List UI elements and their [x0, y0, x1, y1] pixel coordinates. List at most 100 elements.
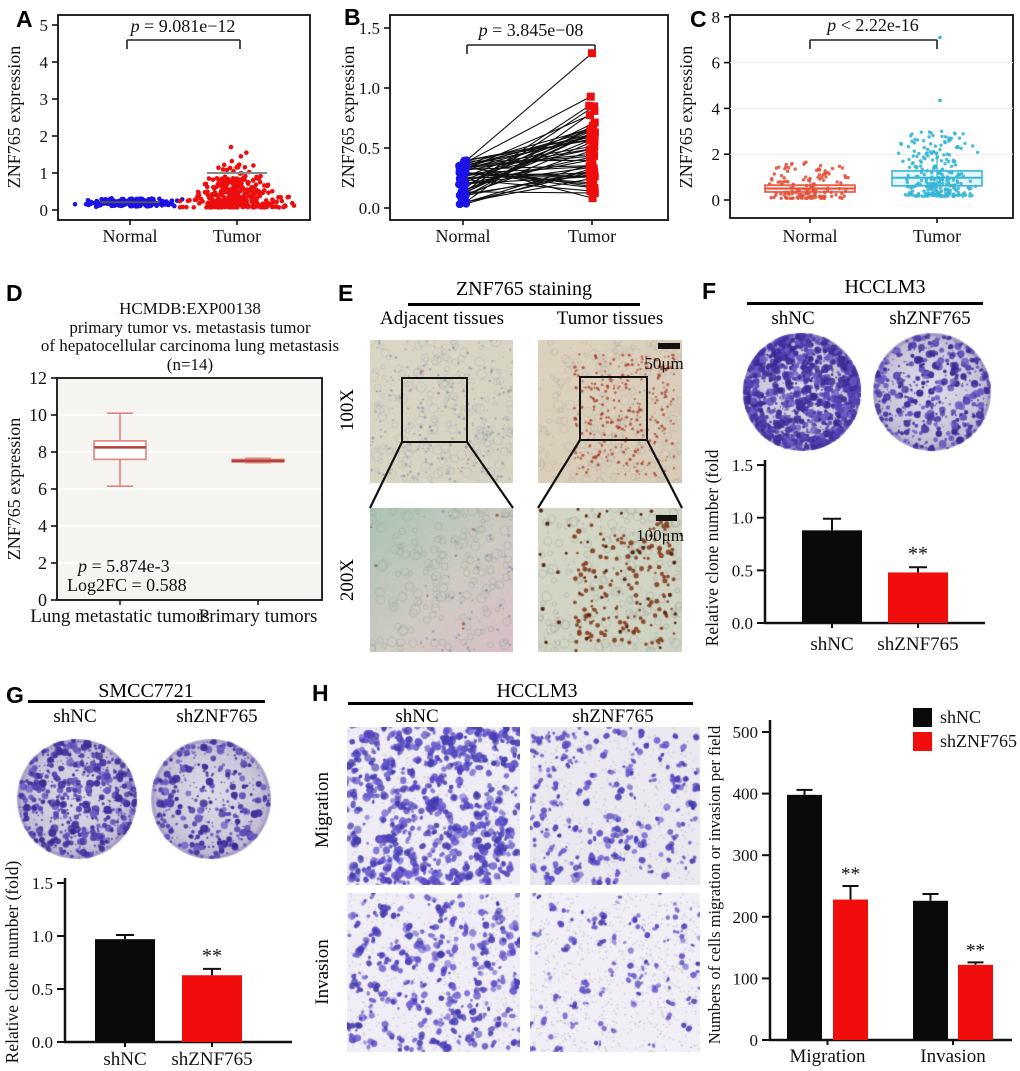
panel-label-a: A: [16, 6, 33, 32]
svg-text:Tumor: Tumor: [213, 226, 261, 246]
box-jitter-svg: 0 2 4 6 8 ZNF765 expression Normal Tumor p < 2.2…: [680, 8, 1014, 246]
svg-text:Normal: Normal: [436, 226, 491, 246]
panel-h-row-migration: Migration: [312, 772, 333, 848]
svg-text:p = 9.081e−12: p = 9.081e−12: [129, 16, 236, 36]
svg-text:Normal: Normal: [103, 226, 158, 246]
panel-label-g: G: [6, 682, 24, 708]
panel-h-title: HCCLM3: [496, 680, 578, 702]
svg-text:6: 6: [712, 54, 721, 73]
panel-h-col-shznf765: shZNF765: [572, 706, 654, 727]
svg-text:ZNF765 expression: ZNF765 expression: [4, 46, 24, 189]
svg-text:shNC: shNC: [940, 707, 981, 727]
panel-g-colony: SMCC7721 shNC shZNF765 0.0 0.5 1.0 1.5 Relat…: [0, 680, 310, 1071]
panel-g-col-shnc: shNC: [53, 706, 97, 727]
svg-text:3: 3: [40, 90, 49, 109]
svg-text:400: 400: [733, 785, 759, 804]
micrograph-adjacent-100x: [370, 340, 513, 483]
bar-chart-svg: 0.0 0.5 1.0 1.5 Relative clone number (fold)…: [2, 861, 292, 1070]
svg-text:6: 6: [38, 479, 47, 499]
svg-text:Relative clone number (fold): Relative clone number (fold): [2, 861, 22, 1064]
micrograph-adjacent-200x: [370, 508, 513, 652]
panel-e-staining: ZNF765 staining Adjacent tissues Tumor t…: [337, 270, 700, 682]
panel-e-col-tumor: Tumor tissues: [556, 308, 664, 329]
panel-e-row-100x: 100X: [337, 388, 358, 432]
svg-text:p = 5.874e-3: p = 5.874e-3: [76, 556, 170, 576]
svg-text:0.0: 0.0: [732, 614, 753, 633]
svg-text:0: 0: [750, 1031, 759, 1050]
svg-text:0.0: 0.0: [32, 1033, 53, 1052]
grouped-bar-chart-svg: 0 100 200 300 400 500 Numbers of cells migrati…: [705, 707, 1017, 1067]
svg-text:**: **: [966, 940, 985, 961]
svg-text:**: **: [841, 864, 860, 885]
svg-text:10: 10: [29, 405, 47, 425]
panel-label-c: C: [690, 6, 707, 32]
svg-text:5: 5: [40, 16, 49, 35]
panel-e-row-200x: 200X: [337, 558, 358, 602]
svg-text:1.0: 1.0: [732, 509, 753, 528]
svg-text:**: **: [202, 945, 222, 967]
svg-text:500: 500: [733, 723, 759, 742]
panel-h-row-invasion: Invasion: [312, 939, 333, 1005]
panel-c-box-jitter-chart: 0 2 4 6 8 ZNF765 expression Normal Tumor p < 2.2…: [680, 0, 1020, 256]
transwell-invasion-shnc: [347, 893, 520, 1052]
panel-f-colony: HCCLM3 shNC shZNF765 0.0 0.5 1.0 1.5 Relativ…: [700, 270, 1020, 682]
micrograph-tumor-100x: [538, 340, 682, 483]
bar-chart-svg: 0.0 0.5 1.0 1.5 Relative clone number (fold)…: [702, 450, 985, 655]
panel-f-col-shnc: shNC: [771, 308, 815, 329]
svg-text:2: 2: [712, 145, 721, 164]
panel-label-d: D: [6, 280, 23, 306]
svg-text:ZNF765 expression: ZNF765 expression: [680, 46, 696, 189]
panel-g-underline: [28, 700, 265, 703]
svg-text:0.5: 0.5: [359, 139, 380, 158]
svg-text:HCMDB:EXP00138: HCMDB:EXP00138: [119, 299, 261, 318]
micrograph-tumor-200x: [538, 508, 682, 652]
svg-text:ZNF765 expression: ZNF765 expression: [340, 46, 358, 189]
colony-dish-hcclm3-shznf765: [872, 332, 992, 452]
svg-text:1.5: 1.5: [732, 456, 753, 475]
panel-f-col-shznf765: shZNF765: [889, 308, 971, 329]
svg-text:0: 0: [712, 191, 721, 210]
svg-text:200: 200: [733, 908, 759, 927]
svg-text:100: 100: [733, 969, 759, 988]
panel-f-bar-chart: 0.0 0.5 1.0 1.5 Relative clone number (fold)…: [700, 450, 1020, 682]
svg-text:0: 0: [40, 201, 49, 220]
svg-text:1.0: 1.0: [359, 79, 380, 98]
svg-text:ZNF765 expression: ZNF765 expression: [4, 418, 24, 561]
svg-text:1: 1: [40, 164, 49, 183]
panel-e-title: ZNF765 staining: [455, 278, 593, 300]
svg-text:Normal: Normal: [783, 226, 838, 246]
svg-text:p < 2.22e-16: p < 2.22e-16: [825, 15, 919, 35]
svg-text:0.5: 0.5: [732, 561, 753, 580]
svg-text:8: 8: [712, 8, 721, 27]
panel-f-underline: [747, 302, 983, 305]
svg-text:shNC: shNC: [810, 634, 853, 655]
svg-text:8: 8: [38, 442, 47, 462]
transwell-invasion-shznf765: [530, 893, 700, 1052]
panel-g-bar-chart: 0.0 0.5 1.0 1.5 Relative clone number (fold)…: [0, 860, 310, 1071]
panel-label-f: F: [702, 278, 717, 304]
panel-g-title: SMCC7721: [98, 680, 194, 702]
panel-h-transwell: HCCLM3 shNC shZNF765 Migration Invasion: [310, 680, 700, 1071]
svg-text:2: 2: [38, 553, 47, 573]
svg-text:of hepatocellular carcinoma lu: of hepatocellular carcinoma lung metasta…: [41, 336, 339, 355]
colony-dish-smcc7721-shnc: [16, 738, 138, 860]
svg-text:Migration: Migration: [790, 1046, 866, 1067]
svg-text:4: 4: [712, 99, 721, 118]
svg-text:Numbers of cells migration or: Numbers of cells migration or invasion p…: [705, 725, 724, 1044]
svg-text:Primary tumors: Primary tumors: [199, 606, 318, 627]
svg-text:1.0: 1.0: [32, 927, 53, 946]
panel-h-col-shnc: shNC: [395, 706, 439, 727]
svg-text:2: 2: [40, 127, 49, 146]
svg-text:1.5: 1.5: [359, 19, 380, 38]
panel-e-underline: [408, 303, 640, 306]
svg-text:Invasion: Invasion: [920, 1046, 986, 1067]
transwell-migration-shznf765: [530, 727, 700, 885]
svg-text:300: 300: [733, 846, 759, 865]
svg-text:(n=14): (n=14): [167, 355, 213, 374]
svg-text:**: **: [908, 543, 928, 565]
svg-text:shZNF765: shZNF765: [877, 634, 958, 655]
svg-text:0: 0: [38, 590, 47, 610]
svg-text:12: 12: [29, 368, 47, 388]
